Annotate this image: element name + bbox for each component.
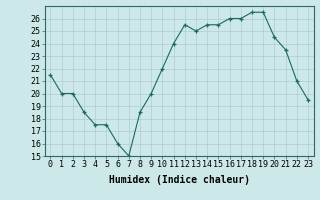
X-axis label: Humidex (Indice chaleur): Humidex (Indice chaleur) [109, 175, 250, 185]
